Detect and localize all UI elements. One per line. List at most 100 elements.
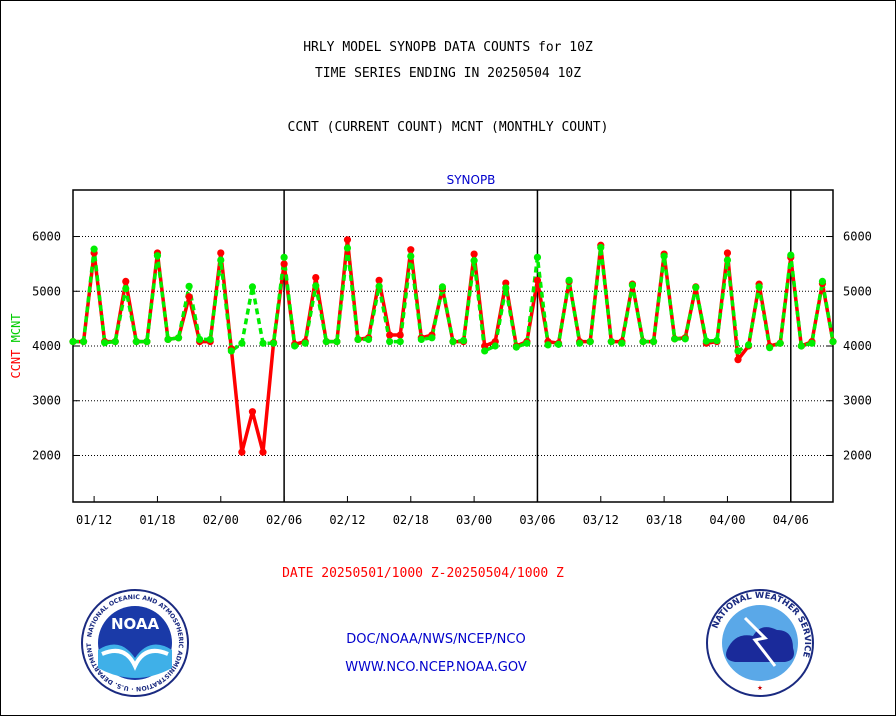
data-point-mcnt <box>829 338 837 346</box>
data-point-mcnt <box>407 252 415 260</box>
data-point-ccnt <box>238 448 246 456</box>
data-point-mcnt <box>597 243 605 252</box>
y-tick-label: 3000 <box>32 394 61 408</box>
data-point-mcnt <box>428 334 436 342</box>
data-point-mcnt <box>312 282 320 290</box>
data-point-ccnt <box>470 250 478 258</box>
data-point-mcnt <box>702 337 710 345</box>
x-tick-label: 01/12 <box>76 513 112 527</box>
data-point-ccnt <box>734 356 742 364</box>
data-point-mcnt <box>101 339 109 347</box>
x-tick-label: 03/00 <box>456 513 492 527</box>
data-point-mcnt <box>227 347 235 355</box>
y-tick-label-right: 5000 <box>843 284 872 298</box>
data-point-mcnt <box>364 335 373 344</box>
x-tick-label: 02/00 <box>203 513 239 527</box>
data-point-ccnt <box>386 331 394 339</box>
x-tick-label: 03/12 <box>583 513 619 527</box>
data-point-mcnt <box>343 244 352 252</box>
data-point-mcnt <box>90 245 98 253</box>
data-point-ccnt <box>185 293 193 301</box>
data-point-mcnt <box>797 342 805 350</box>
x-tick-label: 03/18 <box>646 513 682 527</box>
data-point-ccnt <box>248 408 257 416</box>
data-point-ccnt <box>533 276 542 284</box>
data-point-mcnt <box>808 339 816 347</box>
data-point-mcnt <box>417 335 425 344</box>
data-point-mcnt <box>164 335 172 344</box>
data-point-mcnt <box>459 336 468 345</box>
data-point-mcnt <box>248 283 257 291</box>
chart-title-line-1: HRLY MODEL SYNOPB DATA COUNTS for 10Z <box>303 40 593 55</box>
data-point-mcnt <box>153 252 162 260</box>
data-point-mcnt <box>649 338 658 346</box>
y-axis-label-mcnt: MCNT <box>9 313 23 349</box>
data-point-mcnt <box>565 276 573 284</box>
data-point-mcnt <box>607 338 615 346</box>
x-tick-label: 02/06 <box>266 513 302 527</box>
y-tick-label-right: 2000 <box>843 448 872 462</box>
data-point-mcnt <box>386 338 394 346</box>
data-point-mcnt <box>280 253 288 261</box>
data-point-mcnt <box>576 339 584 347</box>
x-tick-label: 01/18 <box>139 513 175 527</box>
data-point-mcnt <box>692 283 700 292</box>
data-point-mcnt <box>628 281 637 289</box>
nws-logo: NATIONAL WEATHER SERVICE ★ <box>706 589 814 697</box>
data-point-ccnt <box>280 260 288 268</box>
y-tick-label-right: 3000 <box>843 394 872 408</box>
data-point-mcnt <box>354 335 362 344</box>
data-point-mcnt <box>533 253 542 261</box>
data-point-mcnt <box>766 344 774 352</box>
data-point-mcnt <box>713 336 721 345</box>
chart-title-line-2: TIME SERIES ENDING IN 20250504 10Z <box>314 66 582 81</box>
x-tick-label: 02/18 <box>393 513 429 527</box>
data-point-mcnt <box>79 338 88 346</box>
data-point-mcnt <box>269 339 278 347</box>
data-point-ccnt <box>259 448 267 456</box>
date-range-label: DATE 20250501/1000 Z-20250504/1000 Z <box>282 566 564 581</box>
y-axis-label: CCNT MCNT <box>9 313 23 378</box>
x-tick-label: 04/06 <box>773 513 809 527</box>
data-point-ccnt <box>375 276 383 284</box>
website-link[interactable]: WWW.NCO.NCEP.NOAA.GOV <box>345 660 527 675</box>
data-point-mcnt <box>69 338 77 346</box>
plot-title: SYNOPB <box>447 173 496 187</box>
data-point-mcnt <box>396 338 404 346</box>
data-point-mcnt <box>681 335 689 343</box>
y-tick-label-right: 4000 <box>843 339 872 353</box>
data-point-ccnt <box>723 249 732 257</box>
data-point-mcnt <box>470 257 478 265</box>
svg-text:★: ★ <box>757 683 763 693</box>
data-point-mcnt <box>206 335 214 344</box>
y-tick-label-right: 6000 <box>843 230 872 244</box>
data-point-mcnt <box>322 338 330 346</box>
data-point-mcnt <box>502 284 510 292</box>
data-point-mcnt <box>554 340 563 348</box>
data-point-mcnt <box>776 339 784 347</box>
y-tick-label: 5000 <box>32 284 61 298</box>
noaa-logo: NOAA NATIONAL OCEANIC AND ATMOSPHERIC AD… <box>80 588 189 697</box>
x-tick-label: 04/00 <box>709 513 745 527</box>
data-point-mcnt <box>375 282 383 290</box>
data-point-mcnt <box>481 347 489 355</box>
data-point-ccnt <box>481 342 489 350</box>
data-point-mcnt <box>544 341 552 349</box>
y-tick-label: 2000 <box>32 448 61 462</box>
data-point-mcnt <box>639 338 647 346</box>
data-point-mcnt <box>723 256 732 264</box>
svg-text:NOAA: NOAA <box>111 615 160 633</box>
data-point-mcnt <box>238 339 246 347</box>
data-point-mcnt <box>586 338 594 346</box>
y-tick-label: 4000 <box>32 339 61 353</box>
data-point-ccnt <box>312 273 320 282</box>
data-point-mcnt <box>196 335 204 344</box>
data-point-mcnt <box>744 341 753 349</box>
data-point-mcnt <box>512 343 520 351</box>
data-point-mcnt <box>259 339 267 347</box>
data-point-mcnt <box>333 338 341 346</box>
data-point-mcnt <box>291 342 299 350</box>
data-point-ccnt <box>407 246 415 254</box>
data-point-mcnt <box>217 256 225 264</box>
